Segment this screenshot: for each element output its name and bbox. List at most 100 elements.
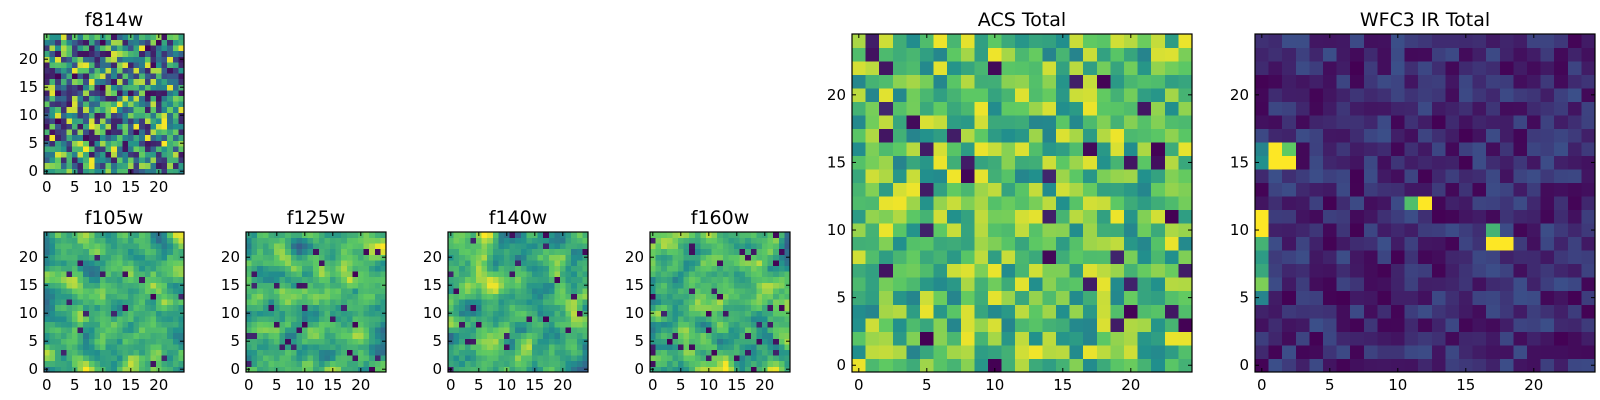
heatmap-cell xyxy=(341,355,348,362)
heatmap-cell xyxy=(330,265,336,272)
heatmap-cell xyxy=(974,169,989,184)
heatmap-cell xyxy=(532,338,538,345)
heatmap-cell xyxy=(1513,142,1528,157)
heatmap-cell xyxy=(83,282,90,289)
heatmap-cell xyxy=(1178,47,1193,62)
heatmap-cell xyxy=(906,317,921,332)
heatmap-cell xyxy=(111,344,118,350)
heatmap-cell xyxy=(565,265,572,272)
heatmap-cell xyxy=(933,61,948,75)
heatmap-cell xyxy=(1056,263,1070,278)
heatmap-cell xyxy=(363,288,370,294)
heatmap-cell xyxy=(520,338,527,345)
heatmap-cell xyxy=(520,248,527,255)
heatmap-cell xyxy=(672,260,679,266)
heatmap-cell xyxy=(72,271,78,278)
heatmap-cell xyxy=(100,288,106,294)
heatmap-cell xyxy=(1083,250,1098,265)
heatmap-cell xyxy=(717,248,724,255)
heatmap-cell xyxy=(302,360,308,367)
heatmap-cell xyxy=(77,151,84,158)
heatmap-cell xyxy=(526,271,533,278)
heatmap-cell xyxy=(128,282,134,289)
heatmap-cell xyxy=(105,288,112,294)
heatmap-cell xyxy=(1513,304,1528,319)
heatmap-cell xyxy=(1567,128,1582,143)
heatmap-cell xyxy=(341,338,348,345)
heatmap-cell xyxy=(745,248,752,255)
heatmap-cell xyxy=(83,327,90,334)
heatmap-cell xyxy=(285,321,292,328)
heatmap-cell xyxy=(66,248,73,255)
heatmap-cell xyxy=(756,349,763,356)
heatmap-cell xyxy=(865,47,880,62)
heatmap-cell xyxy=(565,349,572,356)
heatmap-cell xyxy=(920,196,934,211)
heatmap-cell xyxy=(852,236,866,251)
heatmap-cell xyxy=(728,254,735,261)
heatmap-cell xyxy=(88,123,95,130)
heatmap-cell xyxy=(1567,250,1582,265)
heatmap-cell xyxy=(116,327,123,334)
heatmap-cell xyxy=(1309,250,1324,265)
heatmap-cell xyxy=(745,243,752,250)
heatmap-cell xyxy=(1309,263,1324,278)
heatmap-cell xyxy=(330,344,336,350)
heatmap-cell xyxy=(318,327,325,334)
heatmap-cell xyxy=(363,276,370,283)
heatmap-cell xyxy=(1363,169,1378,184)
heatmap-cell xyxy=(745,237,752,244)
heatmap-cell xyxy=(1377,263,1392,278)
heatmap-cell xyxy=(72,327,78,334)
heatmap-cell xyxy=(683,366,690,373)
heatmap-cell xyxy=(1083,331,1098,346)
heatmap-cell xyxy=(532,265,538,272)
heatmap-cell xyxy=(1015,74,1030,89)
heatmap-cell xyxy=(66,101,73,108)
heatmap-cell xyxy=(83,276,90,283)
heatmap-cell xyxy=(492,355,499,362)
heatmap-cell xyxy=(279,237,286,244)
heatmap-cell xyxy=(1110,61,1125,75)
heatmap-cell xyxy=(464,276,471,283)
heatmap-cell xyxy=(734,276,740,283)
heatmap-cell xyxy=(341,332,348,339)
heatmap-cell xyxy=(49,360,56,367)
y-tick-label: 5 xyxy=(432,332,442,350)
heatmap-cell xyxy=(706,254,712,261)
heatmap-cell xyxy=(865,142,880,157)
heatmap-cell xyxy=(83,84,90,91)
heatmap-cell xyxy=(150,157,157,164)
heatmap-cell xyxy=(1567,101,1582,116)
heatmap-cell xyxy=(122,34,129,40)
heatmap-cell xyxy=(1513,88,1528,102)
x-tick-label: 15 xyxy=(121,178,140,196)
heatmap-cell xyxy=(548,271,555,278)
heatmap-cell xyxy=(100,101,106,108)
heatmap-cell xyxy=(352,299,359,306)
heatmap-cell xyxy=(60,243,67,250)
heatmap-cell xyxy=(100,84,106,91)
heatmap-cell xyxy=(655,271,662,278)
heatmap-cell xyxy=(571,299,578,306)
heatmap-cell xyxy=(352,349,359,356)
heatmap-cell xyxy=(487,338,494,345)
heatmap-cell xyxy=(1445,290,1460,305)
heatmap-cell xyxy=(94,248,101,255)
heatmap-cell xyxy=(55,316,62,322)
heatmap-cell xyxy=(711,349,718,356)
heatmap-cell xyxy=(778,260,785,266)
heatmap-cell xyxy=(515,237,522,244)
heatmap-cell xyxy=(257,304,264,311)
heatmap-cell xyxy=(167,360,174,367)
heatmap-cell xyxy=(1377,34,1392,48)
heatmap-cell xyxy=(865,223,880,238)
heatmap-cell xyxy=(55,45,62,52)
heatmap-cell xyxy=(358,260,364,266)
heatmap-cell xyxy=(77,321,84,328)
heatmap-cell xyxy=(1295,236,1310,251)
heatmap-cell xyxy=(100,118,106,124)
heatmap-cell xyxy=(767,248,774,255)
heatmap-cell xyxy=(1295,358,1310,373)
y-tick-label: 0 xyxy=(1239,356,1249,374)
